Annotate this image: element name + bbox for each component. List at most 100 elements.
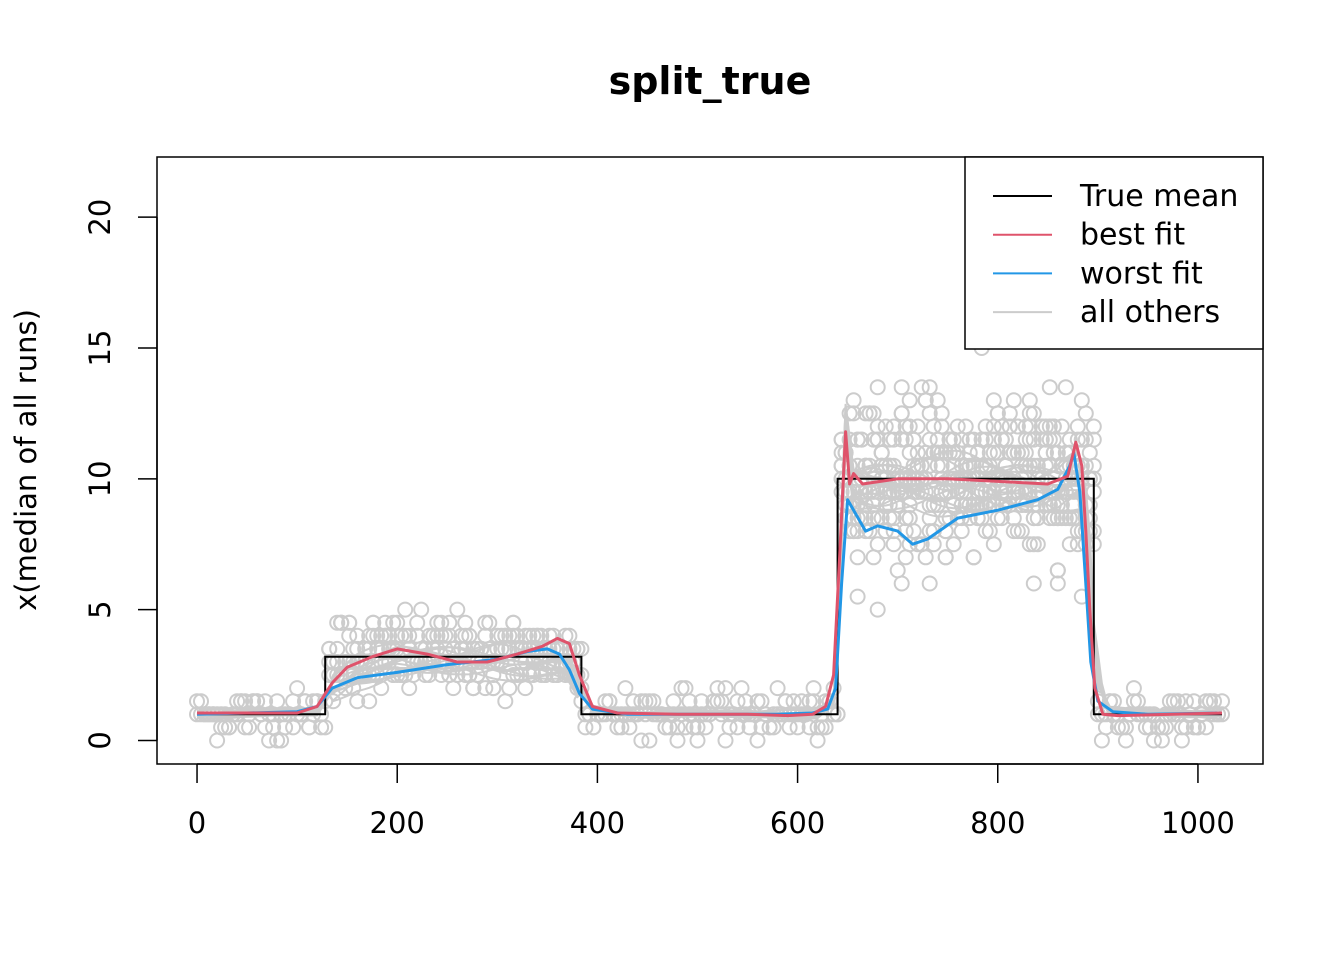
data-point — [1197, 693, 1214, 710]
data-point — [893, 575, 910, 592]
data-point — [1073, 392, 1090, 409]
data-point — [1077, 405, 1094, 422]
data-point — [857, 523, 874, 540]
data-point — [1061, 536, 1078, 553]
data-point — [1057, 379, 1074, 396]
y-axis-label: x(median of all runs) — [9, 309, 43, 611]
data-point — [1073, 431, 1090, 448]
data-point — [289, 680, 306, 697]
data-point — [869, 536, 886, 553]
data-point — [1021, 392, 1038, 409]
x-tick-label: 1000 — [1161, 806, 1235, 840]
data-point — [457, 614, 474, 631]
chart-title: split_true — [609, 59, 812, 103]
data-point — [317, 719, 334, 736]
data-point — [1125, 680, 1142, 697]
data-point — [449, 601, 466, 618]
data-point — [1001, 444, 1018, 461]
data-point — [921, 575, 938, 592]
data-point — [869, 601, 886, 618]
data-point — [1013, 523, 1030, 540]
data-point — [917, 549, 934, 566]
x-tick-label: 200 — [370, 806, 425, 840]
data-point — [945, 536, 962, 553]
data-point — [413, 601, 430, 618]
data-point — [845, 392, 862, 409]
data-point — [1081, 444, 1098, 461]
data-point — [817, 719, 834, 736]
data-point — [1005, 523, 1022, 540]
data-point — [209, 732, 226, 749]
data-point — [517, 680, 534, 697]
data-point — [1117, 732, 1134, 749]
data-point — [937, 549, 954, 566]
y-tick-label: 10 — [83, 460, 117, 497]
data-point — [865, 510, 882, 527]
data-point — [1005, 392, 1022, 409]
legend-label: all others — [1080, 295, 1220, 330]
data-point — [1169, 693, 1186, 710]
data-point — [1025, 575, 1042, 592]
data-point — [1025, 536, 1042, 553]
data-point — [361, 693, 378, 710]
data-point — [1053, 418, 1070, 435]
data-point — [409, 614, 426, 631]
data-point — [897, 549, 914, 566]
data-point — [269, 732, 286, 749]
data-point — [1097, 719, 1114, 736]
data-point — [401, 680, 418, 697]
data-point — [1025, 405, 1042, 422]
axes: 0 200 400 600 800 1000 0 5 10 15 20 — [83, 199, 1235, 840]
data-point — [1185, 693, 1202, 710]
data-point — [1173, 732, 1190, 749]
data-point — [481, 614, 498, 631]
data-point — [749, 732, 766, 749]
data-point — [861, 405, 878, 422]
y-tick-label: 15 — [83, 330, 117, 367]
data-point — [873, 444, 890, 461]
data-point — [849, 549, 866, 566]
data-point — [953, 523, 970, 540]
data-point — [1005, 444, 1022, 461]
data-point — [985, 536, 1002, 553]
data-point — [849, 588, 866, 605]
y-tick-label: 0 — [83, 731, 117, 749]
x-tick-label: 600 — [770, 806, 825, 840]
data-point — [1185, 719, 1202, 736]
data-point — [805, 680, 822, 697]
series-lines — [196, 403, 1223, 720]
data-point — [885, 431, 902, 448]
data-point — [349, 693, 366, 710]
data-point — [925, 536, 942, 553]
data-point — [477, 680, 494, 697]
legend-label: True mean — [1079, 179, 1238, 214]
data-point — [665, 693, 682, 710]
data-point — [1021, 431, 1038, 448]
data-point — [241, 719, 258, 736]
data-point — [933, 418, 950, 435]
data-point — [1085, 418, 1102, 435]
data-point — [501, 680, 518, 697]
data-point — [717, 680, 734, 697]
data-point — [813, 719, 830, 736]
data-point — [853, 431, 870, 448]
data-point — [689, 732, 706, 749]
data-point — [1085, 431, 1102, 448]
data-point — [1009, 418, 1026, 435]
data-point — [1093, 732, 1110, 749]
data-point — [397, 601, 414, 618]
data-point — [1021, 536, 1038, 553]
data-point — [769, 680, 786, 697]
data-point — [457, 627, 474, 644]
data-point — [441, 614, 458, 631]
data-point — [669, 732, 686, 749]
series-line-best-fit — [197, 430, 1223, 718]
data-point — [933, 444, 950, 461]
data-point — [965, 549, 982, 566]
data-point — [401, 627, 418, 644]
y-tick-label: 5 — [83, 600, 117, 618]
data-point — [909, 418, 926, 435]
series-line-worst-fit — [196, 451, 1223, 716]
